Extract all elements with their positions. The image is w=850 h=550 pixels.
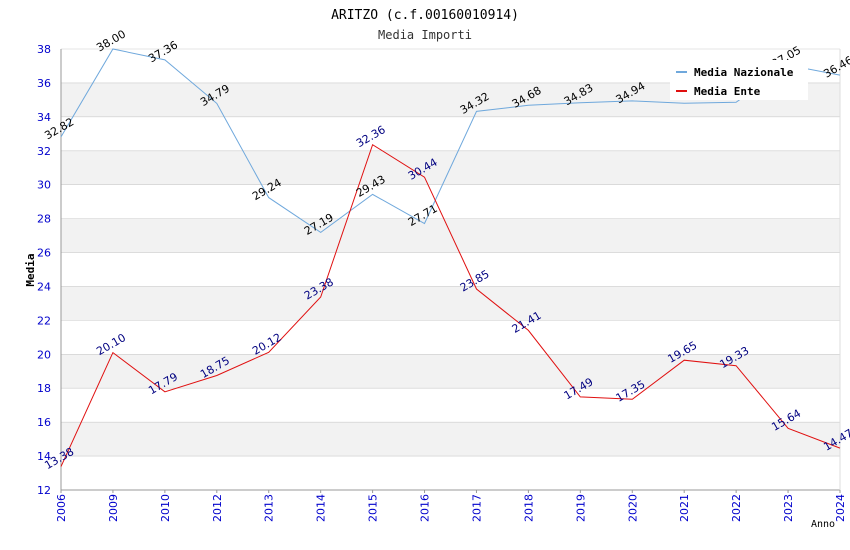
series-line-ente	[60, 143, 841, 467]
y-axis-label: Media	[24, 253, 37, 286]
x-tick-label: 2024	[834, 494, 847, 522]
data-label-nazionale: 36.46	[821, 54, 850, 81]
plot-band	[61, 286, 840, 321]
x-tick-label: 2023	[782, 494, 795, 522]
x-tick-label: 2013	[263, 494, 276, 522]
x-tick-label: 2018	[522, 494, 535, 522]
data-label-nazionale: 37.36	[146, 38, 180, 65]
x-tick-label: 2016	[419, 494, 432, 522]
y-tick-label: 28	[37, 213, 51, 226]
legend-label-media-ente: Media Ente	[694, 85, 761, 98]
x-tick-label: 2014	[315, 494, 328, 522]
legend: Media Nazionale Media Ente	[670, 60, 808, 100]
x-axis-label: Anno	[811, 519, 835, 530]
data-label-ente: 20.12	[250, 331, 284, 358]
y-tick-label: 18	[37, 382, 51, 395]
plot-band	[61, 218, 840, 253]
series-lines	[60, 48, 841, 467]
x-tick-label: 2009	[107, 494, 120, 522]
x-tick-label: 2021	[678, 494, 691, 522]
y-tick-label: 16	[37, 416, 51, 429]
plot-bands	[61, 82, 840, 457]
x-tick-label: 2020	[626, 494, 639, 522]
chart-title: ARITZO (c.f.00160010914)	[331, 8, 519, 23]
x-tick-label: 2006	[55, 494, 68, 522]
y-tick-label: 20	[37, 348, 51, 361]
plot-axes	[60, 49, 841, 491]
legend-background	[670, 60, 808, 100]
y-tick-label: 30	[37, 179, 51, 192]
x-tick-label: 2017	[470, 494, 483, 522]
x-tick-label: 2019	[574, 494, 587, 522]
legend-label-media-nazionale: Media Nazionale	[694, 66, 794, 79]
chart-subtitle: Media Importi	[378, 28, 472, 42]
y-tick-label: 24	[37, 280, 51, 293]
series-line-nazionale	[60, 48, 841, 234]
plot-band	[61, 354, 840, 389]
x-tick-label: 2015	[367, 494, 380, 522]
x-tick-label: 2012	[211, 494, 224, 522]
y-axis-ticks: 12 14 16 18 20 22 24 26 28 30 32 34 36 38	[37, 43, 51, 497]
data-label-ente: 32.36	[354, 123, 388, 150]
x-axis-ticks: 2006 2009 2010 2012 2013 2014 2015 2016 2017 2018…	[55, 490, 847, 522]
x-tick-label: 2022	[730, 494, 743, 522]
plot-band	[61, 422, 840, 457]
data-label-nazionale: 38.00	[94, 27, 128, 54]
y-tick-label: 32	[37, 145, 51, 158]
y-tick-label: 14	[37, 450, 51, 463]
y-tick-label: 38	[37, 43, 51, 56]
y-tick-label: 36	[37, 77, 51, 90]
y-tick-label: 12	[37, 484, 51, 497]
y-tick-label: 22	[37, 314, 51, 327]
x-tick-label: 2010	[159, 494, 172, 522]
y-tick-label: 26	[37, 247, 51, 260]
y-tick-label: 34	[37, 111, 51, 124]
